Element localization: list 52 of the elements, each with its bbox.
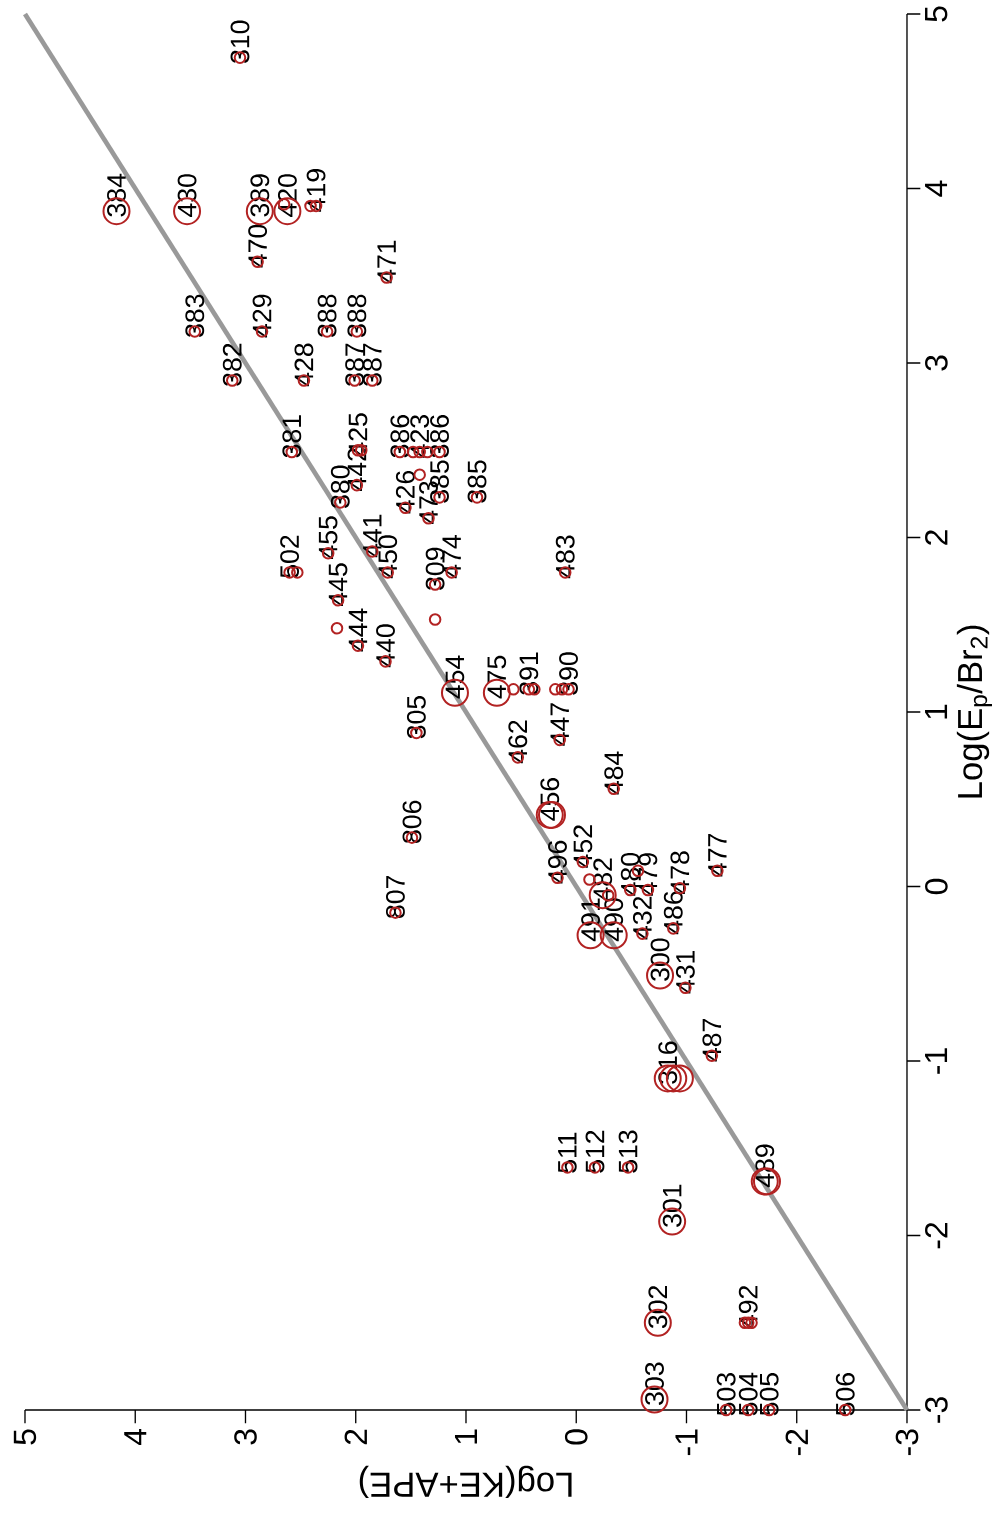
x-tick-label: -3 — [895, 1429, 919, 1456]
annotation: 387 — [345, 343, 365, 386]
annotation: 503 — [716, 1373, 736, 1416]
y-axis-title: Log(E$_{p}$/Br$_{2}$) — [956, 625, 992, 798]
annotation: 381 — [282, 415, 302, 458]
x-tick-label: 1 — [454, 1429, 477, 1444]
y-tick-label: 5 — [925, 6, 948, 22]
y-tick-label: -1 — [925, 1048, 948, 1074]
x-tick-label: 5 — [13, 1429, 37, 1445]
x-tick-label: 2 — [344, 1429, 367, 1445]
y-tick-label: -2 — [925, 1222, 948, 1249]
x-tick-label: 3 — [234, 1429, 257, 1445]
annotation: 384 — [107, 173, 126, 217]
annotation: 387 — [362, 343, 382, 386]
annotation: 300 — [650, 938, 670, 981]
y-tick-label: 4 — [925, 180, 948, 197]
annotation: 382 — [222, 343, 242, 386]
annotation: 385 — [467, 460, 487, 503]
annotation: 430 — [177, 174, 197, 217]
annotation: 386 — [430, 415, 449, 458]
annotation: 513 — [618, 1130, 638, 1173]
annotation: 389 — [250, 174, 270, 217]
annotation: 506 — [835, 1373, 855, 1416]
y-tick-label: 1 — [925, 704, 948, 719]
annotation: 806 — [402, 800, 422, 843]
annotation: 301 — [662, 1184, 682, 1227]
y-tick-label: 2 — [925, 530, 948, 545]
x-tick-label: 0 — [564, 1429, 588, 1445]
annotation: 310 — [230, 20, 250, 63]
annotation: 431 — [675, 950, 695, 994]
y-tick-label: 3 — [925, 355, 948, 371]
annotation: 511 — [558, 1132, 577, 1173]
x-tick-label: -1 — [675, 1429, 698, 1456]
annotation: 303 — [645, 1362, 664, 1405]
annotation: 305 — [406, 695, 426, 739]
annotation: 504 — [738, 1372, 758, 1416]
annotation: 388 — [317, 294, 337, 337]
x-tick-label: -2 — [785, 1429, 808, 1456]
y-tick-label: -3 — [925, 1397, 948, 1423]
annotation: 502 — [280, 535, 300, 578]
annotation: 807 — [386, 875, 405, 918]
annotation: 505 — [759, 1373, 779, 1416]
annotation: 388 — [347, 294, 367, 337]
annotation: 475 — [487, 655, 507, 699]
annotation: 512 — [585, 1130, 605, 1173]
annotation: 454 — [445, 655, 465, 699]
x-tick-label: 4 — [124, 1428, 147, 1446]
x-axis-title: Log(KE+APE) — [359, 1465, 572, 1498]
annotation: 302 — [648, 1286, 668, 1329]
annotation: 386 — [390, 415, 410, 458]
annotation: 383 — [185, 294, 205, 337]
y-tick-label: 0 — [925, 878, 948, 895]
